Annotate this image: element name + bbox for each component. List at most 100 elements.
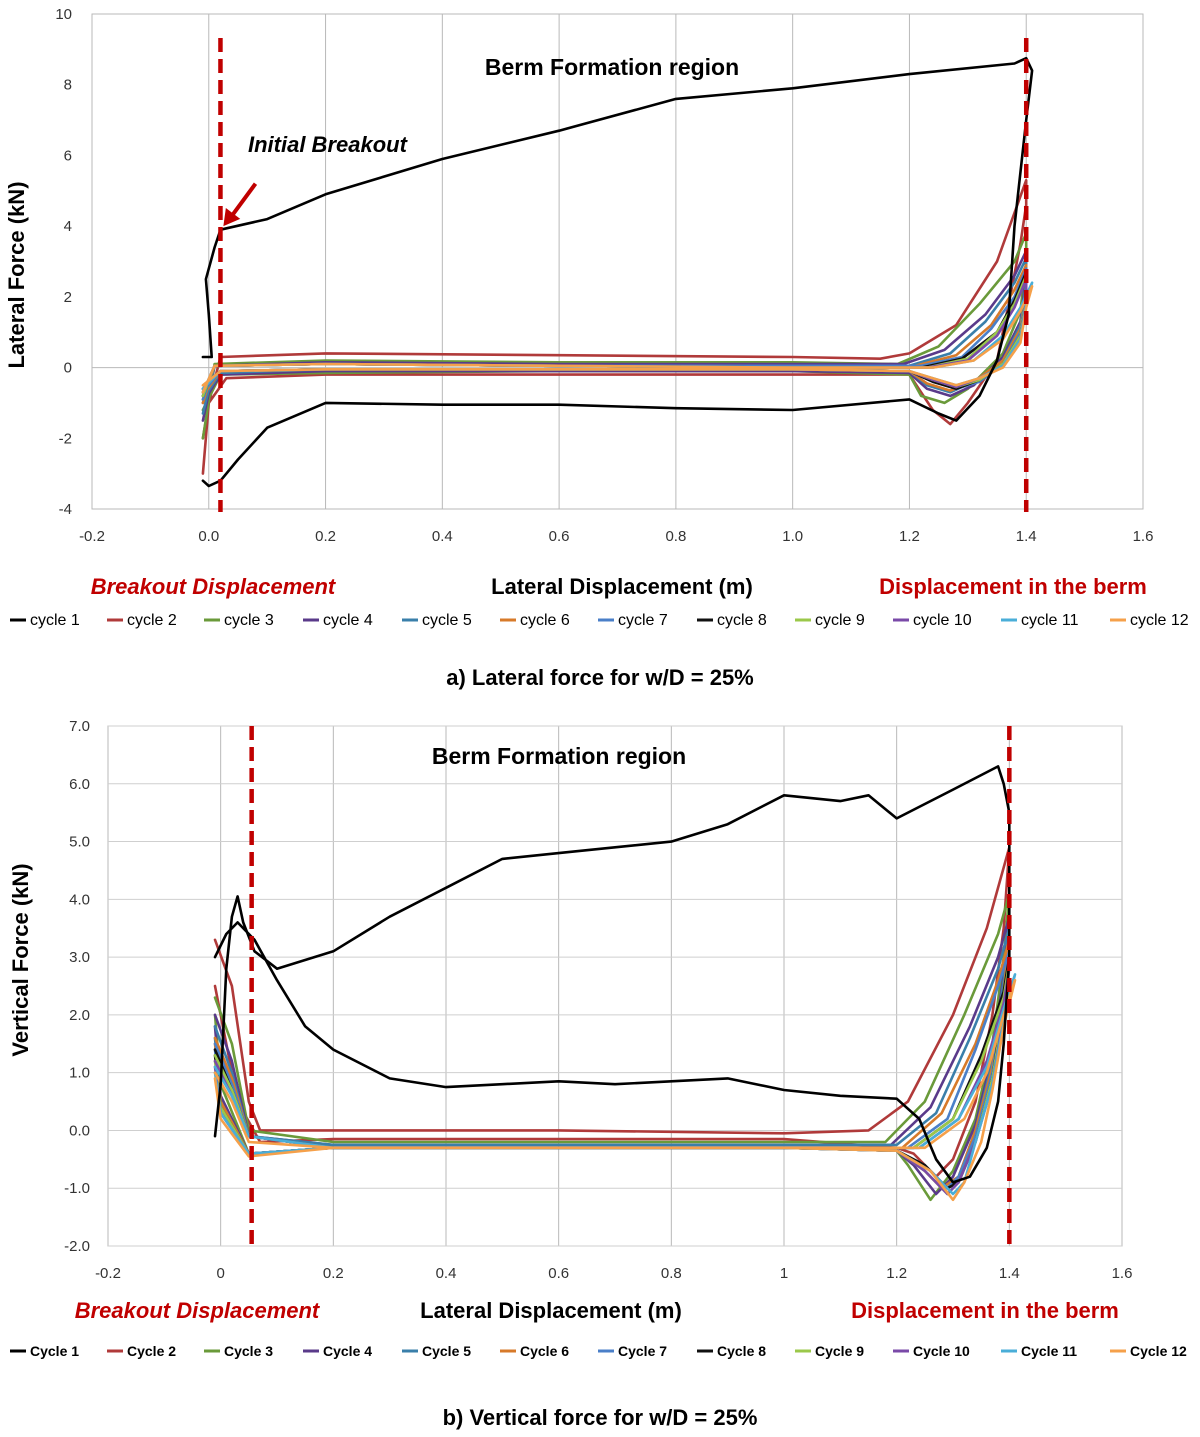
legend-entry-cycle-11: Cycle 11 (1021, 1343, 1077, 1359)
x-tick-label: 1 (780, 1265, 788, 1282)
x-axis-title: Lateral Displacement (m) (491, 574, 753, 599)
x-tick-label: 1.2 (899, 528, 920, 545)
x-tick-label: 0.6 (548, 1265, 569, 1282)
legend-entry-cycle-1: Cycle 1 (30, 1343, 79, 1359)
x-tick-label: 0.4 (432, 528, 453, 545)
series-line-cycle-12 (213, 978, 1017, 1202)
legend-entry-cycle-2: cycle 2 (127, 612, 177, 629)
legend-entry-cycle-5: Cycle 5 (422, 1343, 471, 1359)
chart-panel-b: -0.2 0 0.2 0.4 0.6 0.8 1 1.2 1.4 1.6 -2.0 -1.0 0.0 1.… (8, 718, 1187, 1430)
y-tick-label: 4.0 (69, 891, 90, 908)
berm-region-label: Berm Formation region (432, 743, 686, 769)
x-tick-label: 0.4 (436, 1265, 457, 1282)
y-tick-label: -2.0 (64, 1238, 90, 1255)
legend-entry-cycle-8: cycle 8 (717, 612, 767, 629)
series-line-cycle-12 (201, 285, 1034, 394)
series-line-cycle-1 (201, 56, 1034, 488)
berm-displacement-label: Displacement in the berm (879, 574, 1147, 599)
series-line-cycle-4 (201, 249, 1028, 422)
legend-entry-cycle-10: Cycle 10 (913, 1343, 970, 1359)
y-tick-label: -2 (59, 430, 72, 447)
y-axis-title: Lateral Force (kN) (4, 181, 29, 368)
series-line-cycle-9 (213, 961, 1011, 1196)
y-tick-label: 3.0 (69, 949, 90, 966)
x-tick-label: 1.4 (1016, 528, 1037, 545)
x-tick-label: 1.4 (999, 1265, 1020, 1282)
breakout-arrow-head (223, 207, 241, 227)
y-tick-label: 1.0 (69, 1065, 90, 1082)
series-line-cycle-9 (201, 274, 1028, 398)
x-tick-label: 1.6 (1133, 528, 1154, 545)
series-line-cycle-2 (201, 178, 1028, 475)
legend-entry-cycle-4: cycle 4 (323, 612, 373, 629)
y-tick-label: 10 (55, 6, 72, 23)
chart-panel-a: -0.2 0.0 0.2 0.4 0.6 0.8 1.0 1.2 1.4 1.6 -4 -2 0 2 4 6 8… (4, 6, 1189, 690)
x-tick-label: -0.2 (95, 1265, 121, 1282)
panel-caption: b) Vertical force for w/D = 25% (443, 1405, 758, 1430)
y-tick-label: 2.0 (69, 1007, 90, 1024)
x-tick-label: 0.8 (665, 528, 686, 545)
berm-displacement-label: Displacement in the berm (851, 1298, 1119, 1323)
legend-entry-cycle-4: Cycle 4 (323, 1343, 372, 1359)
initial-breakout-label: Initial Breakout (248, 132, 409, 157)
series-line-cycle-5 (201, 256, 1028, 415)
legend-entry-cycle-5: cycle 5 (422, 612, 472, 629)
y-tick-label: -1.0 (64, 1180, 90, 1197)
series-line-cycle-5 (213, 926, 1011, 1190)
legend: Cycle 1 Cycle 2 Cycle 3 Cycle 4 Cycle 5 Cycle… (10, 1343, 1187, 1359)
legend-entry-cycle-12: cycle 12 (1130, 612, 1189, 629)
y-tick-label: 0 (64, 360, 72, 377)
x-axis-title: Lateral Displacement (m) (420, 1298, 682, 1323)
x-tick-label: 0.2 (323, 1265, 344, 1282)
x-tick-label: 0.0 (198, 528, 219, 545)
x-tick-label: 0 (216, 1265, 224, 1282)
y-axis-title: Vertical Force (kN) (8, 863, 33, 1056)
breakout-arrow (227, 182, 258, 221)
x-tick-label: 0.8 (661, 1265, 682, 1282)
y-tick-label: 5.0 (69, 834, 90, 851)
legend-entry-cycle-8: Cycle 8 (717, 1343, 766, 1359)
series-line-cycle-4 (213, 915, 1011, 1196)
legend-entry-cycle-9: Cycle 9 (815, 1343, 864, 1359)
breakout-displacement-label: Breakout Displacement (91, 574, 337, 599)
y-tick-label: 7.0 (69, 718, 90, 735)
x-tick-label: 0.2 (315, 528, 336, 545)
series-line-cycle-10 (213, 967, 1011, 1196)
y-tick-label: 2 (64, 289, 72, 306)
series-line-cycle-7 (201, 267, 1028, 401)
x-tick-label: 1.6 (1112, 1265, 1133, 1282)
breakout-displacement-label: Breakout Displacement (75, 1298, 321, 1323)
series-line-cycle-3 (213, 892, 1011, 1202)
series-line-cycle-1 (213, 765, 1011, 1184)
legend-entry-cycle-10: cycle 10 (913, 612, 972, 629)
series-line-cycle-2 (213, 846, 1011, 1178)
legend-entry-cycle-1: cycle 1 (30, 612, 80, 629)
y-tick-label: 6.0 (69, 776, 90, 793)
legend-entry-cycle-6: cycle 6 (520, 612, 570, 629)
legend-entry-cycle-6: Cycle 6 (520, 1343, 569, 1359)
series-line-cycle-6 (201, 263, 1028, 405)
panel-caption: a) Lateral force for w/D = 25% (446, 665, 754, 690)
y-tick-label: 0.0 (69, 1122, 90, 1139)
berm-region-label: Berm Formation region (485, 54, 739, 80)
y-tick-label: 8 (64, 77, 72, 94)
legend: cycle 1 cycle 2 cycle 3 cycle 4 cycle 5 cycle… (10, 612, 1189, 629)
legend-entry-cycle-7: Cycle 7 (618, 1343, 667, 1359)
y-tick-label: 6 (64, 147, 72, 164)
legend-entry-cycle-7: cycle 7 (618, 612, 668, 629)
x-tick-label: 1.0 (782, 528, 803, 545)
y-tick-label: -4 (59, 501, 72, 518)
legend-entry-cycle-11: cycle 11 (1021, 612, 1079, 629)
y-tick-label: 4 (64, 218, 72, 235)
legend-entry-cycle-3: Cycle 3 (224, 1343, 273, 1359)
legend-entry-cycle-9: cycle 9 (815, 612, 865, 629)
plot-area (91, 13, 1144, 510)
legend-entry-cycle-12: Cycle 12 (1130, 1343, 1187, 1359)
x-tick-label: -0.2 (79, 528, 105, 545)
x-tick-label: 0.6 (549, 528, 570, 545)
legend-entry-cycle-2: Cycle 2 (127, 1343, 176, 1359)
series-line-cycle-8 (201, 270, 1028, 398)
series-line-cycle-7 (213, 950, 1011, 1190)
legend-entry-cycle-3: cycle 3 (224, 612, 274, 629)
